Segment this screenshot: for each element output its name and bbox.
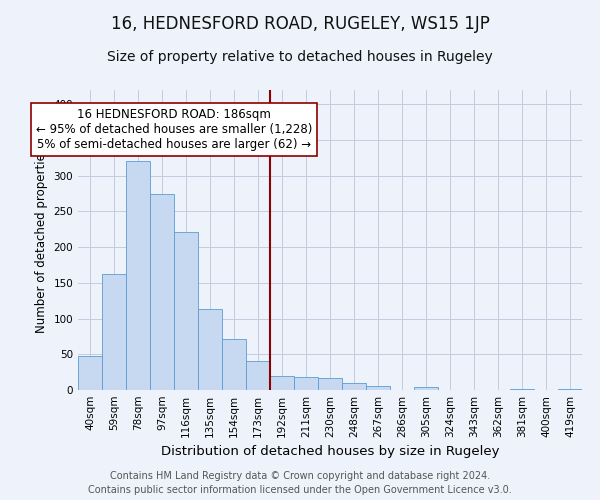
X-axis label: Distribution of detached houses by size in Rugeley: Distribution of detached houses by size …: [161, 446, 499, 458]
Text: 16 HEDNESFORD ROAD: 186sqm
← 95% of detached houses are smaller (1,228)
5% of se: 16 HEDNESFORD ROAD: 186sqm ← 95% of deta…: [36, 108, 312, 151]
Bar: [222, 340, 246, 390]
Bar: [366, 386, 390, 390]
Text: 16, HEDNESFORD ROAD, RUGELEY, WS15 1JP: 16, HEDNESFORD ROAD, RUGELEY, WS15 1JP: [110, 15, 490, 33]
Bar: [78, 356, 102, 390]
Text: Size of property relative to detached houses in Rugeley: Size of property relative to detached ho…: [107, 50, 493, 64]
Bar: [270, 376, 294, 390]
Bar: [246, 362, 270, 390]
Bar: [318, 378, 342, 390]
Bar: [558, 388, 582, 390]
Bar: [198, 308, 222, 390]
Text: Contains HM Land Registry data © Crown copyright and database right 2024.
Contai: Contains HM Land Registry data © Crown c…: [88, 471, 512, 495]
Bar: [102, 274, 126, 390]
Bar: [126, 162, 150, 390]
Bar: [150, 194, 174, 390]
Y-axis label: Number of detached properties: Number of detached properties: [35, 147, 48, 333]
Bar: [294, 377, 318, 390]
Bar: [414, 387, 438, 390]
Bar: [510, 388, 534, 390]
Bar: [342, 383, 366, 390]
Bar: [174, 232, 198, 390]
